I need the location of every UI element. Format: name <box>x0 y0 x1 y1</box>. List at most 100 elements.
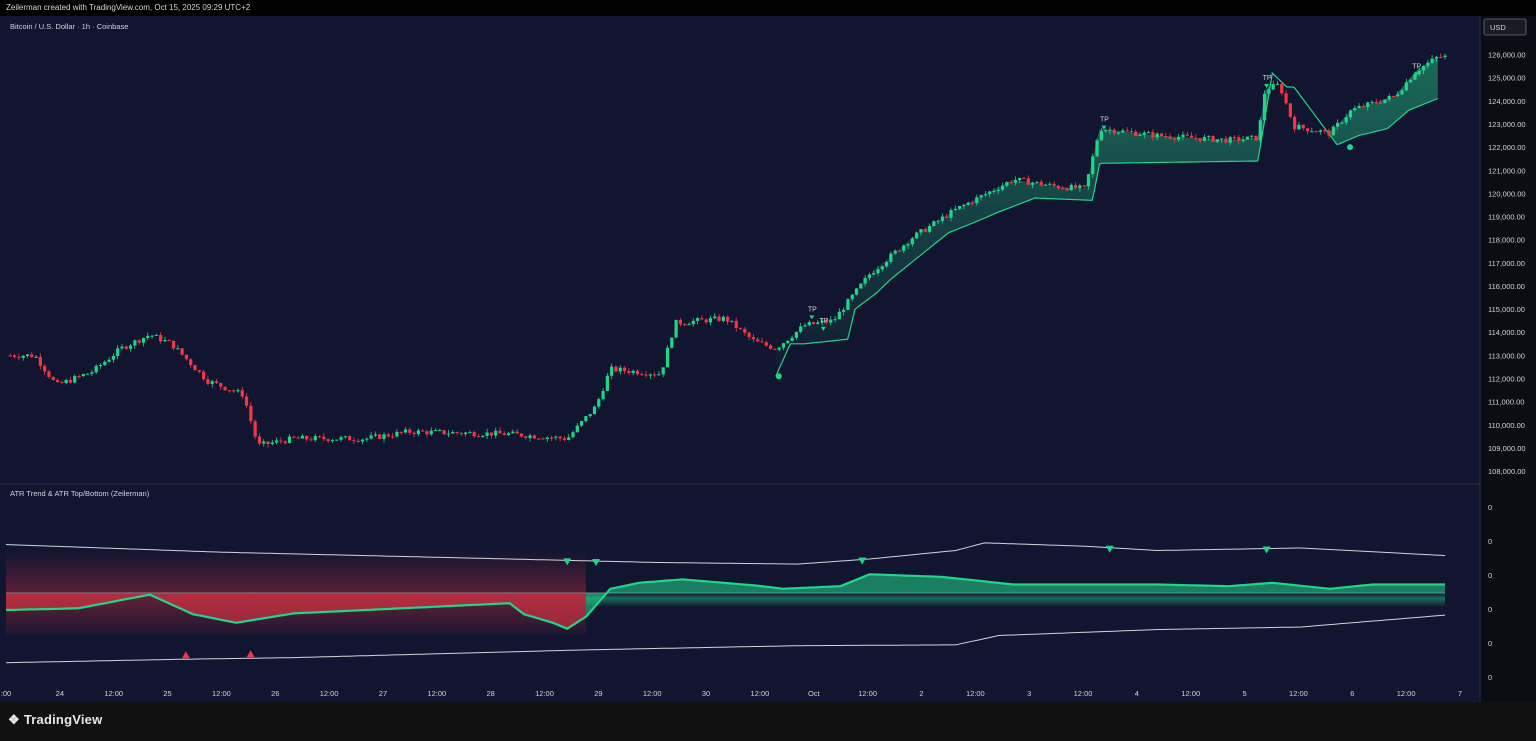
candle <box>1262 90 1267 124</box>
candle <box>111 353 115 363</box>
candle <box>1288 103 1292 119</box>
candle <box>1112 128 1116 136</box>
candle <box>1082 184 1086 189</box>
candle <box>116 344 120 360</box>
candle <box>197 369 201 374</box>
indicator-tick-label: 0 <box>1488 673 1492 682</box>
candle <box>794 331 798 341</box>
tradingview-logo[interactable]: ❖ TradingView <box>8 712 102 728</box>
candle <box>133 339 137 350</box>
candle <box>893 249 897 255</box>
time-tick-label: 12:00 <box>643 689 662 698</box>
candle <box>322 433 326 442</box>
candle <box>1336 119 1340 130</box>
candle <box>1314 130 1318 133</box>
price-axis-labels: 108,000.00 109,000.00 110,000.00 111,000.00… <box>1488 51 1526 476</box>
candle <box>1177 134 1181 142</box>
candle <box>1237 135 1241 145</box>
price-tick-label: 124,000.00 <box>1488 97 1526 106</box>
candle <box>1293 114 1297 133</box>
candle <box>403 427 408 434</box>
candle <box>605 372 609 392</box>
candle <box>214 378 219 384</box>
candle <box>1052 181 1056 188</box>
candle <box>769 344 773 350</box>
candle <box>511 429 515 434</box>
candle <box>1241 135 1245 144</box>
time-tick-label: 25 <box>163 689 171 698</box>
candle <box>760 337 764 343</box>
price-tick-label: 119,000.00 <box>1488 213 1525 222</box>
candle <box>738 327 743 331</box>
candle <box>820 318 824 326</box>
candle <box>859 283 863 289</box>
candle <box>863 274 867 287</box>
candle <box>1374 98 1378 105</box>
price-tick-label: 120,000.00 <box>1488 189 1526 198</box>
price-tick-label: 117,000.00 <box>1488 259 1525 268</box>
candle <box>1099 127 1103 142</box>
candle <box>1421 65 1426 75</box>
trend-start-dot <box>1347 144 1354 151</box>
candle <box>580 420 584 428</box>
candle <box>958 205 962 211</box>
candle <box>1391 95 1396 98</box>
candle <box>1430 54 1434 64</box>
time-tick-label: 3 <box>1027 689 1031 698</box>
candle <box>1250 134 1254 140</box>
candle <box>919 228 923 236</box>
candle <box>1151 128 1155 141</box>
candle <box>1327 128 1331 139</box>
candle <box>1116 131 1121 136</box>
candle <box>721 315 725 323</box>
candle <box>38 353 42 370</box>
tp-label: TP <box>1412 63 1421 70</box>
candle <box>262 439 266 447</box>
candle <box>588 414 592 418</box>
price-tick-label: 116,000.00 <box>1488 282 1525 291</box>
candle <box>141 337 146 347</box>
price-tick-label: 110,000.00 <box>1488 421 1525 430</box>
candle <box>1258 117 1262 143</box>
currency-label: USD <box>1490 23 1506 32</box>
candle <box>524 435 528 440</box>
candle <box>1078 183 1082 192</box>
candle <box>674 319 678 338</box>
candle <box>1073 182 1078 190</box>
candle <box>1091 153 1095 178</box>
atr-oscillator-line <box>5 573 1445 630</box>
time-tick-label: 12:00 <box>858 689 877 698</box>
tp-marker: TP <box>1263 75 1272 88</box>
candle <box>399 431 403 436</box>
candle <box>390 432 395 439</box>
candle <box>1065 187 1069 192</box>
price-axis-panel <box>1480 16 1536 702</box>
candle <box>1164 132 1168 139</box>
price-tick-label: 108,000.00 <box>1488 467 1526 476</box>
candle <box>631 369 635 376</box>
candle <box>352 437 356 445</box>
candle <box>1022 177 1026 179</box>
candle <box>1009 180 1013 185</box>
candle <box>86 373 90 375</box>
candle <box>730 320 734 323</box>
price-tick-label: 126,000.00 <box>1488 51 1526 60</box>
candle <box>266 441 270 448</box>
bullish-zone <box>585 593 1445 607</box>
price-tick-label: 123,000.00 <box>1488 120 1526 129</box>
candle <box>949 207 953 222</box>
candle <box>601 388 605 401</box>
candle <box>1104 129 1108 133</box>
candle <box>236 388 240 393</box>
currency-button[interactable] <box>1483 18 1527 36</box>
candle <box>171 340 176 351</box>
candle <box>1434 56 1439 63</box>
indicator-pane[interactable] <box>5 542 1446 664</box>
candle <box>1000 182 1005 192</box>
candle <box>1043 183 1048 186</box>
tp-marker: TP <box>1100 117 1109 130</box>
candle <box>545 436 549 443</box>
candle <box>953 205 957 211</box>
